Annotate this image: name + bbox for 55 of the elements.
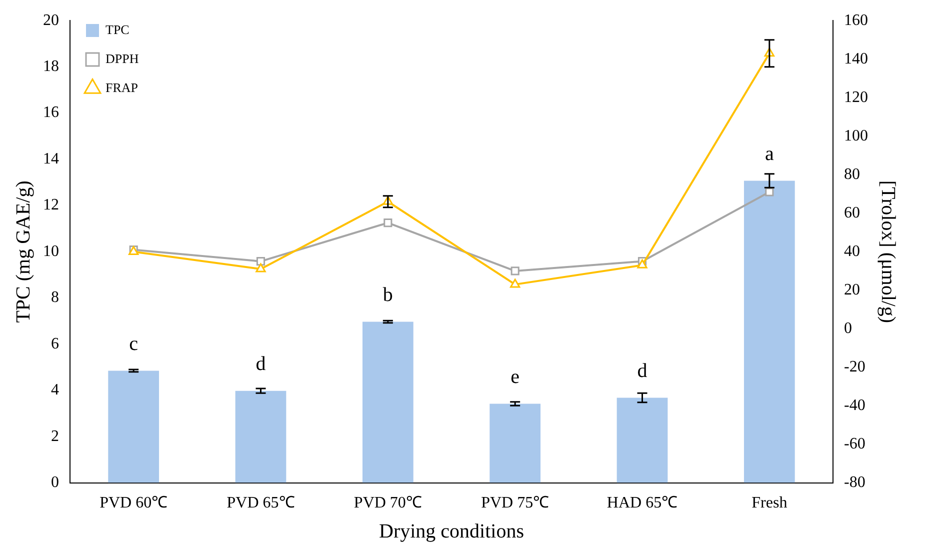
point xyxy=(765,188,774,196)
bar xyxy=(235,390,286,483)
x-axis-title: Drying conditions xyxy=(379,520,524,542)
point xyxy=(256,263,266,272)
y-tick-label: 12 xyxy=(43,196,59,214)
annotation: d xyxy=(256,353,266,376)
point xyxy=(510,266,520,276)
point xyxy=(637,259,648,268)
y-tick-label: 8 xyxy=(51,289,59,306)
y2-tick-label: -60 xyxy=(844,435,866,452)
y2-axis-title: [Trolox] (μmol/g) xyxy=(876,180,899,324)
point xyxy=(256,257,266,266)
y-tick-label: 6 xyxy=(51,335,59,352)
x-tick-label: PVD 70℃ xyxy=(354,494,422,512)
annotation: d xyxy=(637,360,648,382)
legend-label: FRAP xyxy=(106,80,138,95)
point xyxy=(510,278,520,288)
y-tick-label: 10 xyxy=(43,242,59,260)
x-tick-label: PVD 60℃ xyxy=(100,494,168,512)
y2-tick-label: 100 xyxy=(844,127,868,144)
y-tick-label: 18 xyxy=(43,58,59,76)
y2-tick-label: 80 xyxy=(844,166,860,183)
x-tick-label: HAD 65℃ xyxy=(606,494,678,512)
annotation: c xyxy=(129,332,138,355)
y2-tick-label: 40 xyxy=(844,242,860,260)
bar xyxy=(108,370,160,483)
y2-tick-label: 120 xyxy=(844,88,868,106)
bar xyxy=(490,404,541,483)
y2-tick-label: 60 xyxy=(844,204,860,222)
y-tick-label: 14 xyxy=(43,150,59,168)
y-tick-label: 4 xyxy=(51,382,59,399)
legend-label: TPC xyxy=(106,22,130,37)
x-tick-label: Fresh xyxy=(752,494,788,512)
y2-tick-label: 20 xyxy=(844,281,860,298)
y2-tick-label: -20 xyxy=(844,358,866,376)
y2-tick-label: 160 xyxy=(844,12,868,29)
y2-tick-label: -80 xyxy=(844,474,866,492)
annotation: b xyxy=(382,284,393,306)
y2-tick-label: -40 xyxy=(844,396,866,414)
y2-tick-label: 140 xyxy=(844,50,868,68)
y-tick-label: 20 xyxy=(43,12,59,29)
bar xyxy=(744,180,795,483)
annotation: a xyxy=(764,143,774,165)
y-tick-label: 16 xyxy=(43,104,59,122)
y2-tick-label: 0 xyxy=(844,320,852,337)
y-tick-label: 0 xyxy=(51,474,59,492)
x-tick-label: PVD 75℃ xyxy=(481,494,550,512)
annotation: e xyxy=(510,366,520,388)
x-tick-label: PVD 65℃ xyxy=(226,494,295,512)
point xyxy=(384,218,392,228)
y-tick-label: 2 xyxy=(51,428,59,445)
y-axis-title: TPC (mg GAE/g) xyxy=(12,180,34,323)
legend-label: DPPH xyxy=(106,50,139,66)
bar xyxy=(616,398,668,483)
bar xyxy=(362,322,414,483)
